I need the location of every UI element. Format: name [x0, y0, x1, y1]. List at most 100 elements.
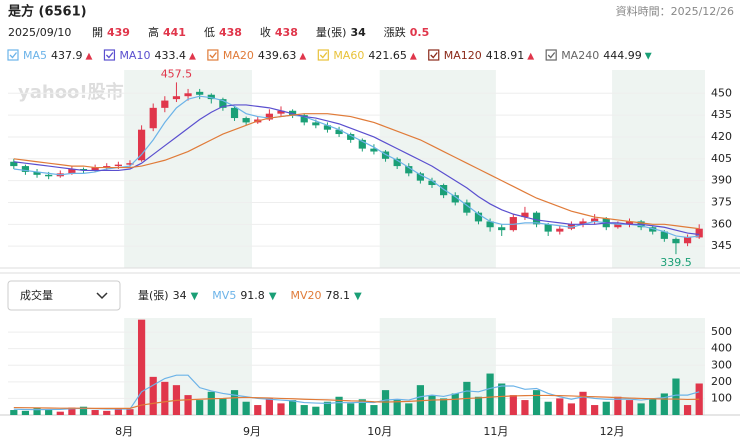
candle-body: [289, 110, 297, 116]
candle-body: [91, 167, 99, 171]
ma-line: [13, 104, 700, 236]
legend-checkbox[interactable]: [545, 49, 557, 61]
volume-bar: [614, 396, 622, 415]
candle-body: [347, 134, 355, 140]
high-label: 457.5: [161, 67, 193, 80]
volume-bar: [660, 393, 668, 415]
candle-body: [323, 125, 332, 130]
volume-bar: [277, 403, 285, 415]
quote-date: 2025/09/10: [8, 26, 71, 39]
y-tick-label: 450: [711, 86, 732, 99]
quote-value: 34: [350, 26, 366, 39]
candle-body: [416, 173, 424, 181]
volume-bar: [532, 390, 541, 415]
legend-checkbox[interactable]: [207, 49, 219, 61]
volume-bar: [591, 405, 599, 415]
candle-body: [358, 139, 366, 149]
legend-checkbox[interactable]: [428, 49, 440, 61]
legend-value: 444.99: [603, 49, 642, 62]
legend-trend: ▼: [645, 52, 652, 62]
candle-body: [521, 212, 529, 218]
candle-body: [207, 94, 215, 100]
low-label: 339.5: [660, 256, 692, 269]
quote-label: 開: [92, 26, 103, 39]
volume-bar: [207, 391, 215, 415]
candle-body: [428, 180, 436, 186]
volume-bar: [370, 405, 378, 415]
y-tick-label: 400: [711, 342, 732, 355]
volume-legend-name: MV20: [291, 289, 322, 302]
volume-bar: [567, 403, 576, 415]
volume-bar: [393, 400, 401, 415]
volume-bar: [335, 396, 343, 415]
volume-bar: [440, 398, 448, 415]
candle-body: [79, 169, 88, 171]
legend-checkbox[interactable]: [7, 49, 19, 61]
legend-value: 433.4: [154, 49, 186, 62]
candle-body: [370, 148, 378, 152]
legend-value: 421.65: [368, 49, 407, 62]
candle-body: [625, 221, 634, 225]
y-tick-label: 375: [711, 195, 732, 208]
x-tick-label: 10月: [367, 425, 392, 438]
mv-line: [13, 394, 700, 409]
legend-trend: ▲: [299, 52, 306, 62]
candle-body: [486, 221, 494, 228]
candle-body: [137, 129, 146, 161]
candle-body: [161, 100, 169, 108]
y-tick-label: 100: [711, 391, 732, 404]
legend-value: 437.9: [51, 49, 83, 62]
volume-bar: [196, 400, 204, 415]
quote-value: 438: [275, 26, 298, 39]
legend-checkbox[interactable]: [103, 49, 116, 61]
volume-bar: [486, 373, 494, 415]
candle-body: [230, 107, 239, 119]
candle-body: [556, 228, 564, 232]
volume-bar: [230, 390, 239, 415]
volume-bar: [114, 408, 122, 415]
volume-bar: [56, 411, 64, 415]
candle-body: [312, 122, 320, 126]
candle-body: [440, 185, 448, 196]
indicator-dropdown[interactable]: [7, 280, 121, 311]
volume-bar: [254, 405, 262, 415]
y-tick-label: 200: [711, 375, 732, 388]
candle-body: [219, 99, 227, 108]
candle-body: [300, 115, 308, 123]
volume-bar: [544, 401, 552, 415]
candle-body: [393, 158, 401, 167]
legend-name: MA60: [333, 49, 364, 62]
candle-body: [683, 237, 692, 244]
candle-body: [532, 212, 541, 225]
candle-body: [172, 96, 181, 100]
volume-bar: [683, 405, 692, 415]
volume-bar: [68, 407, 76, 415]
legend-name: MA240: [561, 49, 599, 62]
x-tick-label: 12月: [600, 425, 625, 438]
candle-body: [672, 238, 680, 244]
candle-body: [10, 161, 18, 167]
quote-label: 高: [148, 25, 159, 39]
candle-body: [21, 166, 30, 172]
volume-legend-value: 78.1: [326, 289, 351, 302]
volume-bar: [347, 403, 355, 415]
y-tick-label: 500: [711, 325, 732, 338]
legend-checkbox[interactable]: [317, 49, 329, 61]
candle-body: [265, 113, 273, 120]
legend-trend: ▲: [189, 52, 196, 62]
volume-bar: [405, 403, 413, 415]
volume-bar: [358, 399, 366, 415]
volume-bar: [498, 383, 506, 415]
candle-body: [68, 169, 76, 174]
x-tick-label: 8月: [115, 425, 133, 438]
candle-body: [498, 227, 506, 231]
volume-bar: [602, 401, 610, 415]
volume-bar: [323, 401, 332, 415]
y-tick-label: 300: [711, 358, 732, 371]
volume-legend-trend: ▼: [191, 291, 199, 302]
candle-body: [196, 91, 204, 95]
y-tick-label: 390: [711, 174, 732, 187]
volume-bar: [219, 398, 227, 415]
candle-body: [33, 171, 41, 175]
candle-body: [660, 231, 668, 239]
